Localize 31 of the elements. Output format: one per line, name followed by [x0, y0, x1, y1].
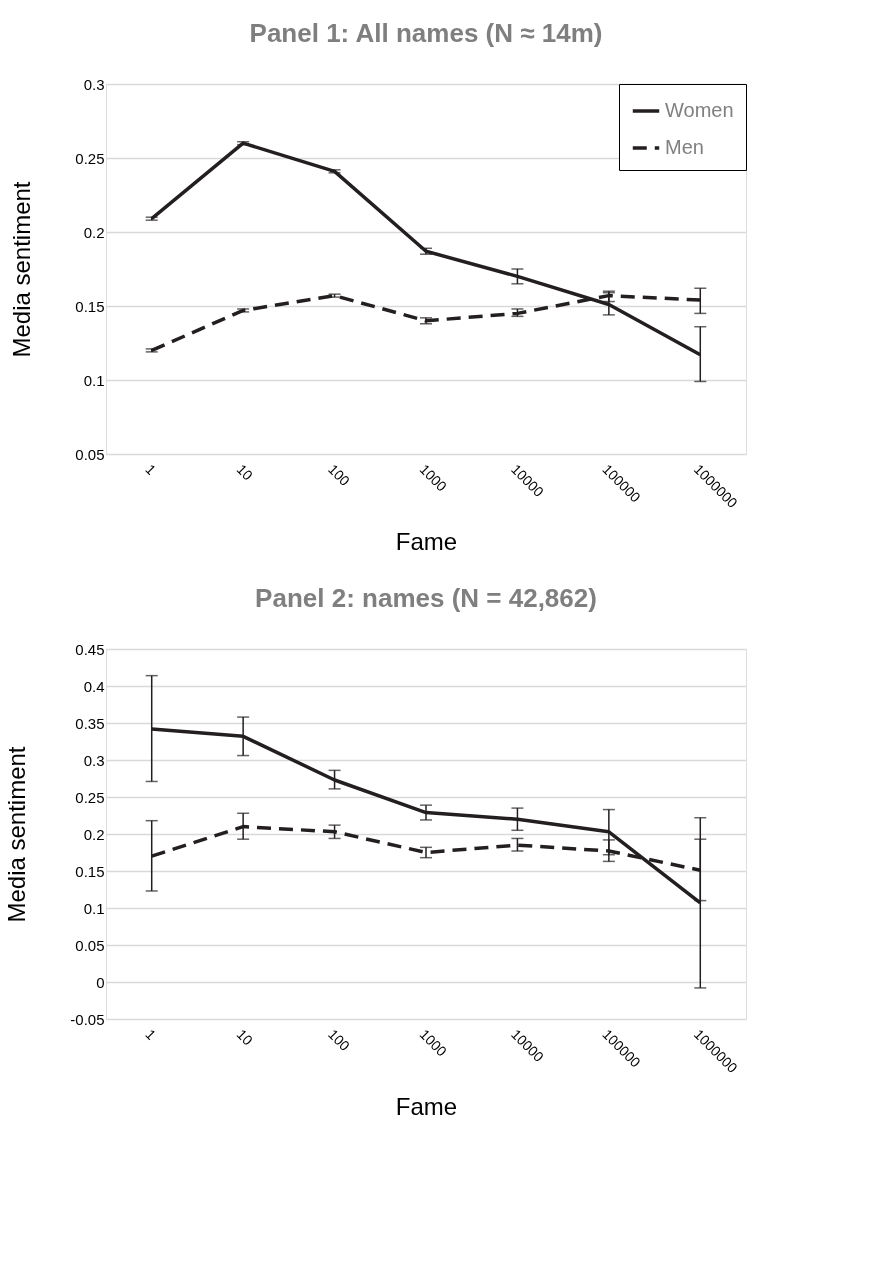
- y-tick-label: 0.4: [83, 677, 105, 695]
- y-tick-label: 0.15: [75, 862, 105, 880]
- chart-title: Panel 2: names (N = 42,862): [255, 583, 597, 613]
- legend-label: Women: [665, 99, 734, 121]
- x-axis-title: Fame: [395, 1092, 458, 1120]
- y-tick-label: 0.3: [83, 751, 105, 769]
- x-tick-label: 100: [325, 1026, 354, 1055]
- y-tick-label: -0.05: [70, 1010, 105, 1028]
- x-axis-title: Fame: [395, 527, 458, 555]
- x-tick-label: 100: [325, 461, 354, 490]
- y-tick-label: 0.35: [75, 714, 105, 732]
- x-tick-label: 1: [142, 1026, 160, 1044]
- y-tick-label: 0.3: [83, 75, 105, 93]
- y-tick-label: 0.45: [75, 640, 105, 658]
- y-axis-title: Media sentiment: [3, 746, 31, 923]
- y-tick-label: 0.1: [83, 371, 105, 389]
- y-tick-label: 0: [96, 973, 105, 991]
- y-tick-label: 0.2: [83, 825, 105, 843]
- x-tick-label: 10: [233, 1026, 257, 1049]
- y-tick-label: 0.05: [75, 936, 105, 954]
- x-tick-label: 1: [142, 461, 160, 479]
- y-tick-label: 0.25: [75, 149, 105, 167]
- legend-label: Men: [665, 136, 704, 158]
- y-axis-title: Media sentiment: [8, 181, 36, 358]
- chart-title: Panel 1: All names (N ≈ 14m): [249, 18, 603, 48]
- y-tick-label: 0.25: [75, 788, 105, 806]
- y-tick-label: 0.2: [83, 223, 105, 241]
- y-tick-label: 0.15: [75, 297, 105, 315]
- y-tick-label: 0.1: [83, 899, 105, 917]
- y-tick-label: 0.05: [75, 445, 105, 463]
- x-tick-label: 10: [233, 461, 257, 484]
